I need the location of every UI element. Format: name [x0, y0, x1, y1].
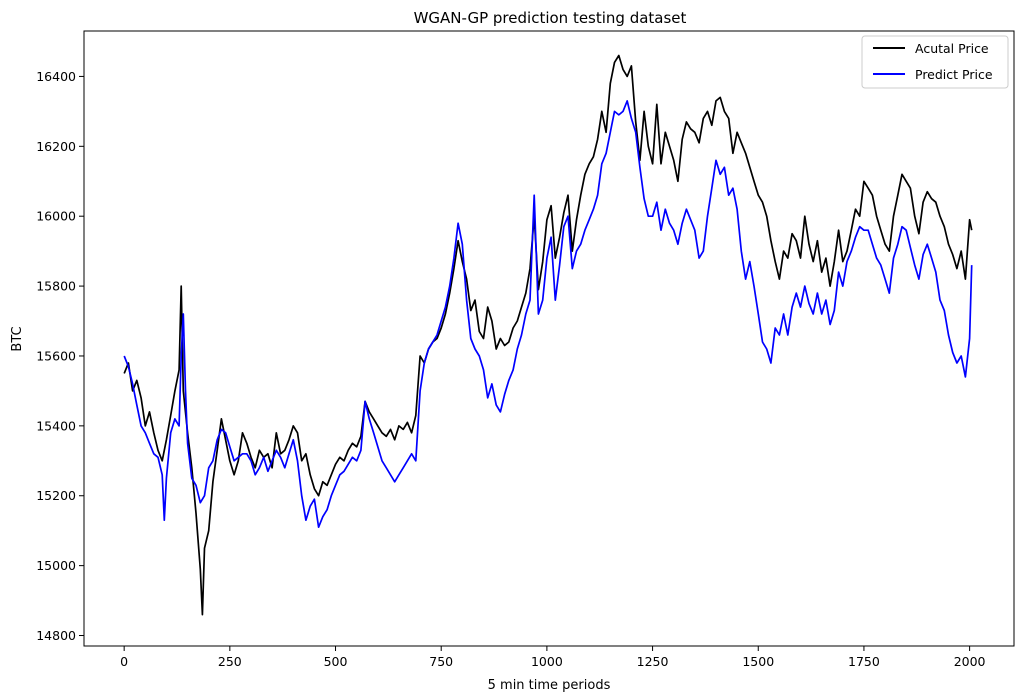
- chart-title: WGAN-GP prediction testing dataset: [414, 9, 687, 27]
- x-tick-label: 1250: [637, 654, 669, 669]
- series-layer: [123, 54, 973, 616]
- x-tick-label: 250: [218, 654, 242, 669]
- y-tick-label: 16000: [36, 209, 76, 224]
- plot-frame: [83, 30, 1015, 647]
- x-tick-label: 1000: [531, 654, 563, 669]
- plot-area: [83, 30, 1015, 647]
- legend: Acutal Price Predict Price: [861, 35, 1009, 89]
- x-tick-label: 0: [120, 654, 128, 669]
- x-tick-label: 500: [324, 654, 348, 669]
- x-axis-label: 5 min time periods: [488, 678, 611, 693]
- y-tick-label: 15400: [36, 418, 76, 433]
- x-axis: 0 250 500 750 1000 1250 1500 1750 2000: [120, 646, 986, 669]
- y-tick-label: 16400: [36, 69, 76, 84]
- series-line-predict-price: [123, 100, 973, 529]
- y-tick-label: 15800: [36, 279, 76, 294]
- y-tick-label: 14800: [36, 628, 76, 643]
- y-tick-label: 16200: [36, 139, 76, 154]
- y-tick-label: 15600: [36, 348, 76, 363]
- y-axis-label: BTC: [10, 326, 25, 351]
- x-tick-label: 1500: [742, 654, 774, 669]
- series-line-actual-price: [123, 54, 973, 616]
- x-tick-label: 2000: [954, 654, 986, 669]
- legend-label-predict: Predict Price: [915, 67, 993, 82]
- y-axis: 14800 15000 15200 15400 15600 15800 16000 16200…: [36, 69, 84, 643]
- y-tick-label: 15200: [36, 488, 76, 503]
- x-tick-label: 750: [429, 654, 453, 669]
- y-tick-label: 15000: [36, 558, 76, 573]
- legend-label-actual: Acutal Price: [915, 41, 989, 56]
- x-tick-label: 1750: [848, 654, 880, 669]
